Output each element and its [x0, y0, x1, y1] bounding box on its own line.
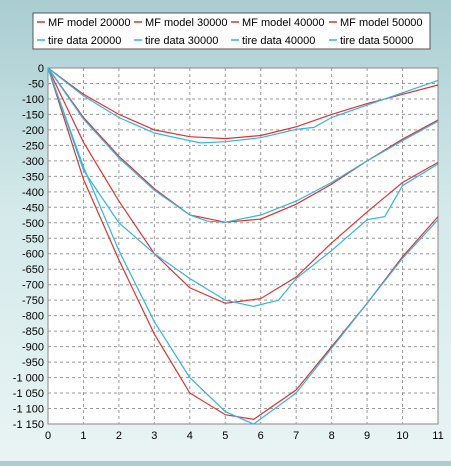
series-line — [47, 67, 439, 223]
y-tick-label: -1 050 — [13, 388, 44, 400]
x-tick-label: 6 — [258, 430, 264, 442]
x-tick-label: 1 — [80, 430, 86, 442]
y-tick-label: -250 — [22, 140, 44, 152]
x-tick-label: 8 — [329, 430, 335, 442]
y-tick-label: -400 — [22, 187, 44, 199]
legend-box — [32, 12, 431, 50]
y-tick-label: -800 — [22, 311, 44, 323]
y-tick-label: -900 — [22, 342, 44, 354]
tick-labels: 0 1 2 3 4 5 6 7 8 9 10 11 0 -50 -100 -150 -200 -250 -300 -3… — [13, 63, 444, 442]
series-line — [47, 67, 439, 425]
x-tick-label: 11 — [432, 430, 443, 442]
x-tick-label: 3 — [151, 430, 157, 442]
legend-label: MF model 20000 — [48, 17, 131, 29]
y-tick-label: -1 000 — [13, 373, 44, 385]
series-line — [47, 67, 439, 304]
x-tick-label: 2 — [116, 430, 122, 442]
y-tick-label: -450 — [22, 202, 44, 214]
y-tick-label: -1 150 — [13, 419, 44, 431]
y-tick-label: -700 — [22, 280, 44, 292]
x-tick-label: 10 — [396, 430, 408, 442]
y-tick-label: -100 — [22, 94, 44, 106]
legend-label: MF model 50000 — [340, 17, 423, 29]
y-tick-label: -500 — [22, 218, 44, 230]
series-line — [47, 67, 439, 140]
y-tick-label: -600 — [22, 249, 44, 261]
y-tick-label: -850 — [22, 326, 44, 338]
y-tick-label: -1 100 — [13, 404, 44, 416]
y-tick-label: -200 — [22, 125, 44, 137]
y-tick-label: 0 — [38, 63, 44, 75]
x-tick-label: 0 — [45, 430, 51, 442]
y-tick-label: -150 — [22, 109, 44, 121]
y-tick-label: -750 — [22, 295, 44, 307]
y-tick-label: -650 — [22, 264, 44, 276]
x-tick-label: 5 — [222, 430, 228, 442]
y-tick-label: -50 — [28, 78, 44, 90]
y-tick-label: -950 — [22, 357, 44, 369]
series-line — [47, 67, 439, 308]
series-line — [47, 67, 439, 144]
legend-label: tire data 30000 — [145, 35, 218, 47]
legend-label: MF model 40000 — [242, 17, 325, 29]
y-tick-label: -350 — [22, 171, 44, 183]
legend: MF model 20000 MF model 30000 MF model 400… — [32, 12, 431, 50]
legend-label: tire data 50000 — [340, 35, 413, 47]
legend-label: MF model 30000 — [145, 17, 228, 29]
series-lines — [47, 67, 439, 425]
plot-area — [47, 67, 439, 425]
y-tick-label: -300 — [22, 156, 44, 168]
y-tick-label: -550 — [22, 233, 44, 245]
legend-label: tire data 40000 — [242, 35, 315, 47]
grid-lines — [48, 68, 438, 424]
x-tick-label: 9 — [364, 430, 370, 442]
x-tick-label: 4 — [187, 430, 193, 442]
x-tick-label: 7 — [293, 430, 299, 442]
legend-label: tire data 20000 — [48, 35, 121, 47]
